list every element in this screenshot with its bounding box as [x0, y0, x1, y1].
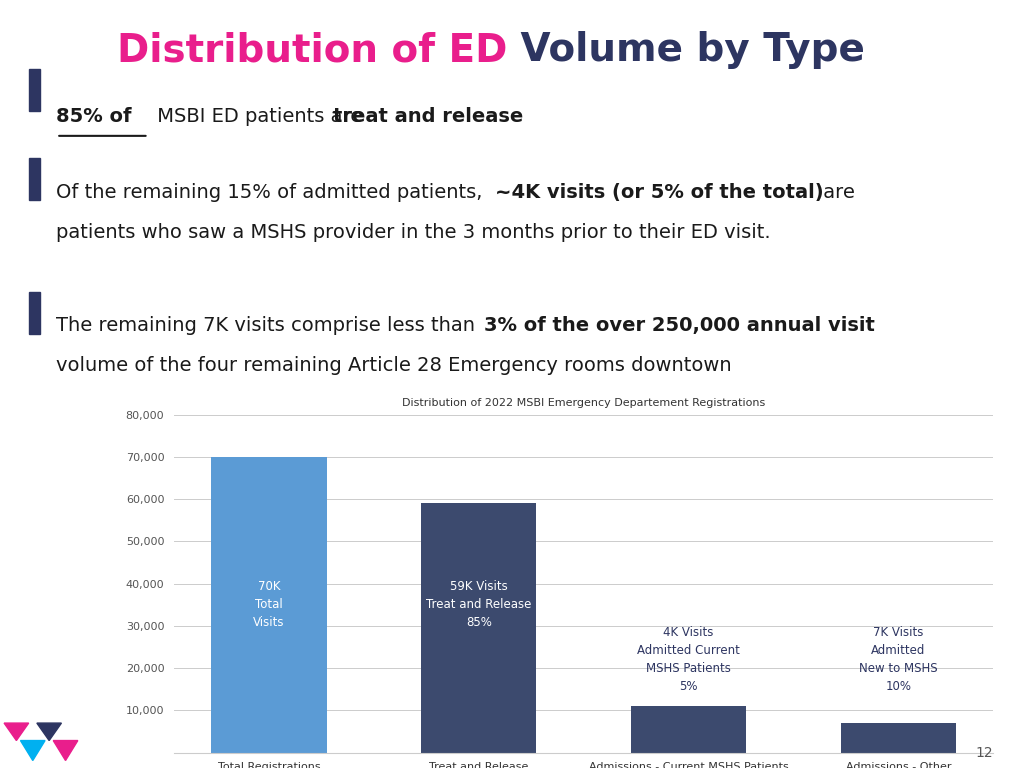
Text: are: are [817, 183, 855, 202]
Text: 12: 12 [976, 746, 993, 760]
Text: 85% of: 85% of [56, 107, 132, 126]
Text: 59K Visits
Treat and Release
85%: 59K Visits Treat and Release 85% [426, 581, 531, 629]
Polygon shape [20, 740, 45, 760]
Text: treat and release: treat and release [333, 107, 523, 126]
Polygon shape [4, 723, 29, 740]
Bar [841, 723, 956, 753]
Text: Of the remaining 15% of admitted patients,: Of the remaining 15% of admitted patient… [56, 183, 488, 202]
Title: Distribution of 2022 MSBI Emergency Departement Registrations: Distribution of 2022 MSBI Emergency Depa… [402, 399, 765, 409]
Text: 4K Visits
Admitted Current
MSHS Patients
5%: 4K Visits Admitted Current MSHS Patients… [637, 626, 740, 694]
Bar [29, 158, 40, 200]
Polygon shape [53, 740, 78, 760]
Text: The remaining 7K visits comprise less than: The remaining 7K visits comprise less th… [56, 316, 481, 336]
Bar [29, 292, 40, 334]
Bar [211, 457, 327, 753]
Bar [29, 69, 40, 111]
Text: ~4K visits (or 5% of the total): ~4K visits (or 5% of the total) [495, 183, 823, 202]
Text: Volume by Type: Volume by Type [507, 31, 864, 69]
Text: patients who saw a MSHS provider in the 3 months prior to their ED visit.: patients who saw a MSHS provider in the … [56, 223, 771, 242]
Text: 7K Visits
Admitted
New to MSHS
10%: 7K Visits Admitted New to MSHS 10% [859, 626, 938, 694]
Text: Distribution of ED: Distribution of ED [117, 31, 507, 69]
Text: 3% of the over 250,000 annual visit: 3% of the over 250,000 annual visit [484, 316, 876, 336]
Polygon shape [37, 723, 61, 740]
Bar [421, 504, 537, 753]
Bar [631, 707, 746, 753]
Text: MSBI ED patients are: MSBI ED patients are [151, 107, 368, 126]
Text: 70K
Total
Visits: 70K Total Visits [253, 581, 285, 629]
Text: volume of the four remaining Article 28 Emergency rooms downtown: volume of the four remaining Article 28 … [56, 356, 732, 376]
